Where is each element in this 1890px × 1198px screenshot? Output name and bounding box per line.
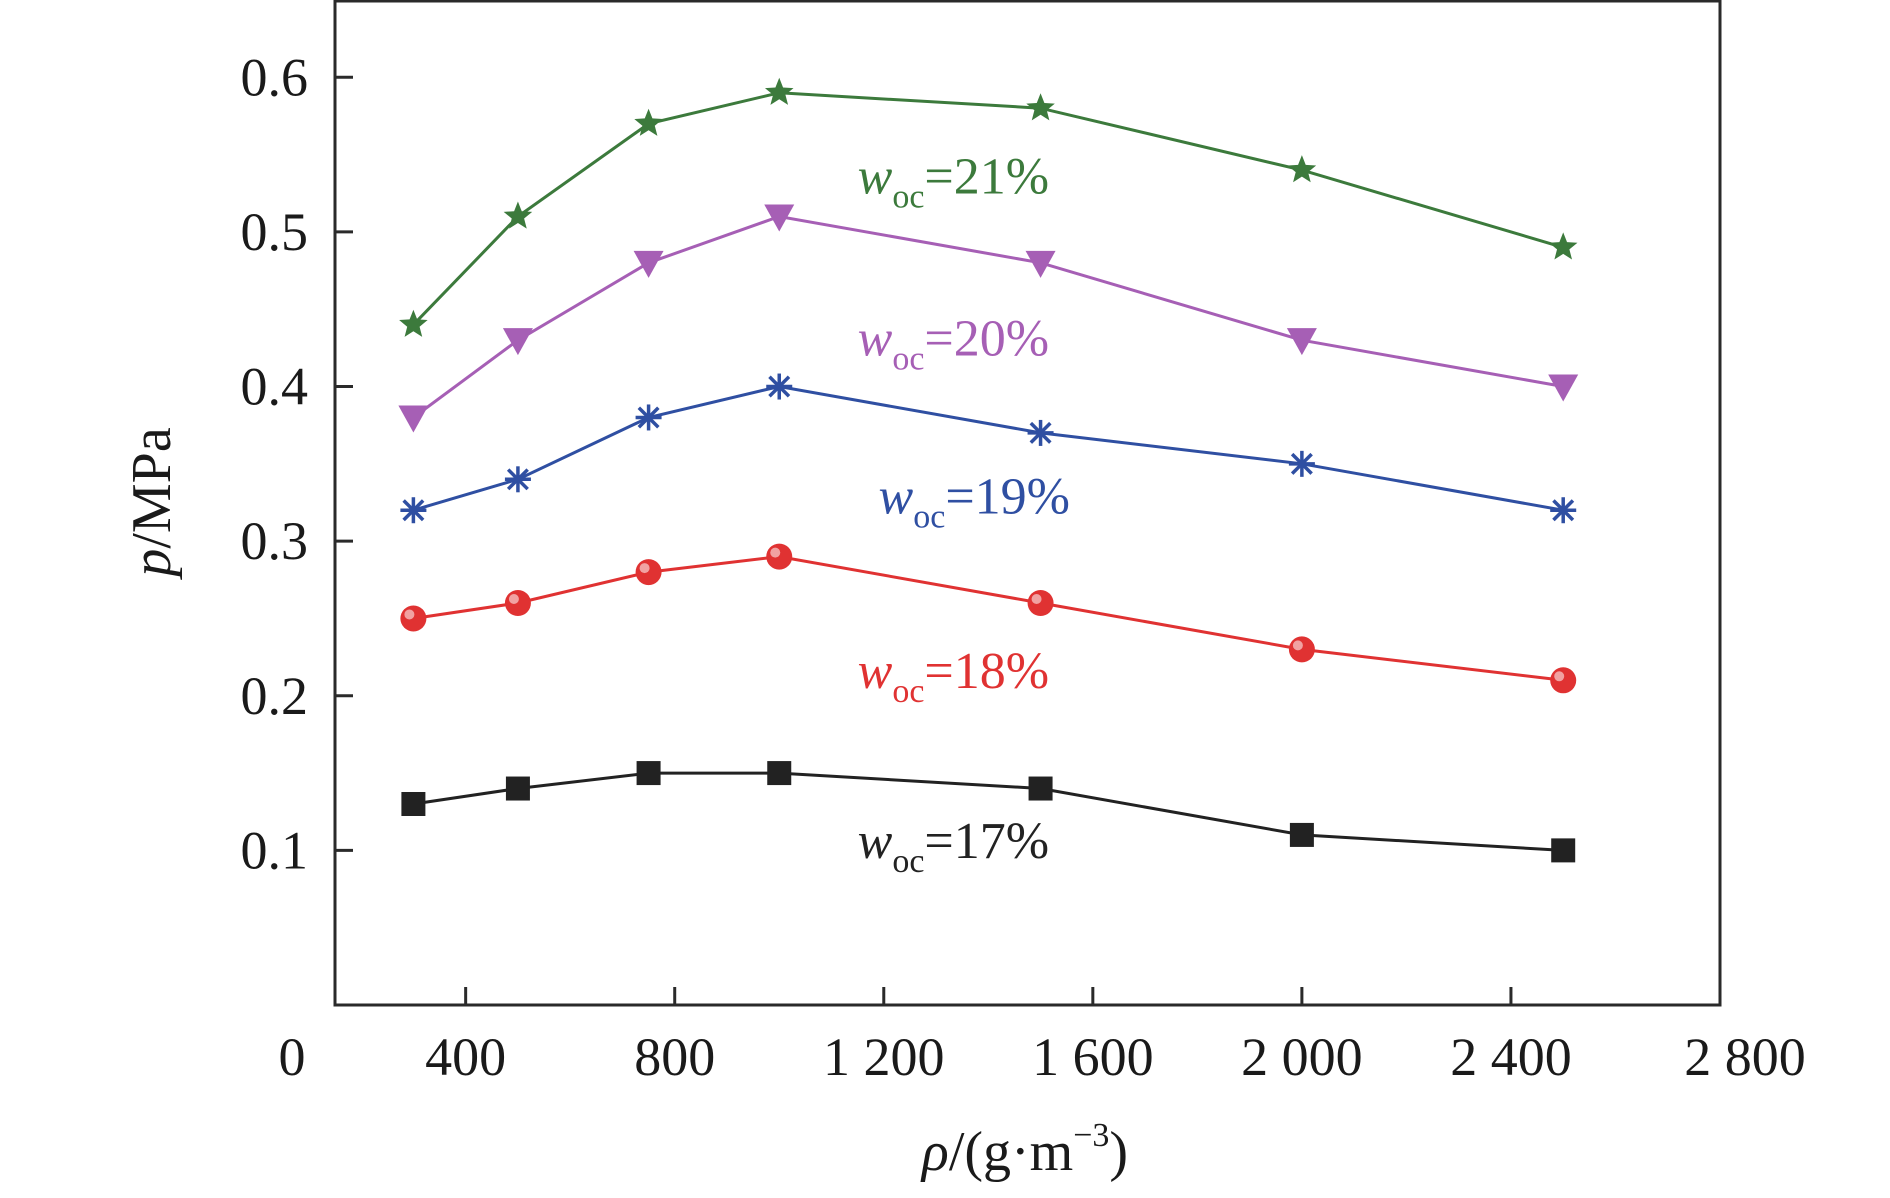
data-point [766,543,793,570]
data-point [1287,155,1317,183]
series-label-subscript: oc [892,178,924,215]
x-tick-label: 800 [634,1027,715,1087]
data-point [1548,232,1578,260]
y-tick-label: 0.1 [241,820,309,880]
x-axis-title: ρ/(g·m−3) [920,1117,1128,1183]
y-tick-label: 0.4 [241,357,309,417]
y-axis-symbol: p [121,549,183,581]
data-point [767,761,792,786]
data-point [401,792,426,816]
x-axis-unit-exponent: −3 [1073,1117,1109,1154]
series-label-symbol: w [858,148,893,205]
data-point [1550,667,1577,694]
series-label: woc=20% [858,311,1049,378]
data-point [1551,838,1576,863]
data-point [504,590,531,616]
data-point [505,776,530,801]
data-point [766,373,793,400]
x-tick-label: 0 [279,1027,306,1087]
data-point [400,497,427,524]
data-point [399,309,428,337]
series-line [412,91,1564,326]
axis-ticks: 0 400 800 1 200 1 600 2 000 2 400 2 800 0.1 0.2 0.… [241,47,1806,1087]
data-point [1289,822,1314,847]
series-3 [400,373,1577,524]
series-label-value: =19% [945,468,1070,525]
series-4 [398,204,1579,433]
series-label-value: =17% [924,813,1049,870]
series-label-subscript: oc [892,341,924,378]
series-label-subscript: oc [892,843,924,880]
y-tick-label: 0.5 [241,202,309,262]
data-point [503,201,533,229]
data-point [1288,636,1315,663]
data-point [636,761,661,786]
y-axis-title: p/MPa [121,427,183,580]
series-layer [398,77,1579,863]
series-5 [399,77,1578,337]
series-label-value: =21% [924,148,1049,205]
series-label-symbol: w [858,643,893,700]
data-point [1288,450,1315,477]
y-tick-label: 0.6 [241,47,309,107]
series-label: woc=19% [879,468,1070,535]
series-label: woc=18% [858,643,1049,710]
data-point [400,605,427,632]
series-labels: woc=17%woc=18%woc=19%woc=20%woc=21% [858,148,1070,880]
data-point [1028,776,1053,801]
plot-frame [333,0,1722,1007]
series-label-value: =20% [924,311,1049,368]
x-axis-symbol: ρ [920,1121,949,1183]
x-axis-close-paren: ) [1109,1121,1128,1183]
plot-area [333,0,1722,1007]
y-tick-label: 0.2 [241,666,309,726]
axis-titles: ρ/(g·m−3) p/MPa [121,427,1128,1183]
data-point [764,77,794,105]
data-point [398,405,429,433]
data-point [633,250,664,278]
x-tick-label: 2 800 [1684,1027,1806,1087]
data-point [635,404,662,431]
data-point [504,466,531,493]
x-axis-unit: /(g·m [949,1121,1073,1183]
data-point [502,328,533,356]
x-tick-label: 2 000 [1241,1027,1363,1087]
series-label-symbol: w [879,468,914,525]
x-tick-label: 400 [425,1027,506,1087]
series-label-value: =18% [924,643,1049,700]
data-point [635,559,662,586]
data-point [1025,250,1056,278]
series-label: woc=21% [858,148,1049,215]
series-label-subscript: oc [892,673,924,710]
data-point [1027,419,1054,446]
data-point [634,108,663,136]
x-tick-label: 2 400 [1450,1027,1572,1087]
data-point [1548,374,1579,402]
series-label-subscript: oc [913,498,945,535]
data-point [1026,93,1055,121]
series-label: woc=17% [858,813,1049,880]
data-point [1286,328,1317,356]
series-label-symbol: w [858,311,893,368]
series-2 [400,543,1577,694]
y-axis-unit: /MPa [121,427,183,548]
data-point [1550,497,1577,524]
series-label-symbol: w [858,813,893,870]
data-point [1027,590,1054,616]
series-1 [401,761,1576,863]
x-tick-label: 1 600 [1032,1027,1154,1087]
x-tick-label: 1 200 [823,1027,945,1087]
data-point [764,204,795,232]
y-tick-label: 0.3 [241,511,309,571]
